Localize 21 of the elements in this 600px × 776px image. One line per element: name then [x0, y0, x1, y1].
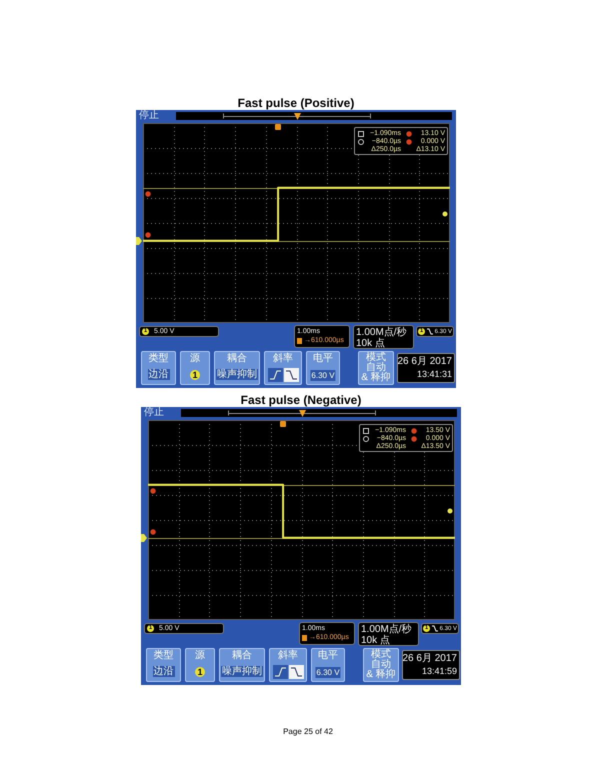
menu-button: 耦合 噪声抑制 [219, 648, 265, 682]
menu-button: 模式 自动 & 释抑 [363, 648, 399, 682]
text: 停止 [139, 110, 159, 122]
menu-button: 电平 6.30 V [311, 648, 345, 682]
text: 停止 [144, 407, 164, 419]
date-box: 26 6月 2017 13:41:31 [397, 353, 455, 383]
chart-title: Fast pulse (Negative) [240, 393, 362, 407]
menu-button: 类型 边沿 [146, 648, 181, 682]
readout-box: 1.00M点/秒 10k 点 [358, 622, 419, 646]
menu-button: 电平 6.30 V [306, 351, 340, 385]
menu-button: 模式 自动 & 释抑 [358, 351, 394, 385]
menu-button: 斜率 [264, 351, 302, 385]
menu-button: 源 1 [180, 351, 210, 385]
menu-button: 源 1 [185, 648, 215, 682]
menu-button: 类型 边沿 [141, 351, 176, 385]
readout-box: 1.00M点/秒 10k 点 [353, 325, 414, 349]
menu-button: 斜率 [269, 648, 307, 682]
menu-button: 耦合 噪声抑制 [214, 351, 260, 385]
date-box: 26 6月 2017 13:41:59 [402, 650, 460, 680]
chart-title: Fast pulse (Positive) [238, 96, 354, 110]
text: Page 25 of 42 [283, 727, 333, 737]
